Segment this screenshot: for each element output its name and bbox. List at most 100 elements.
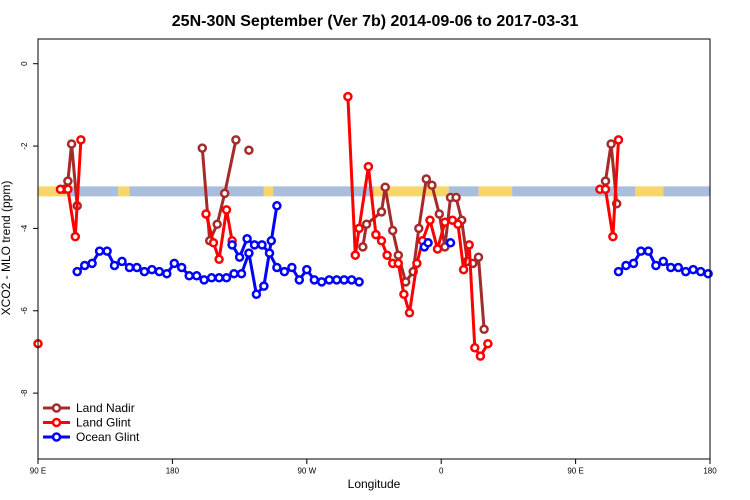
data-point <box>376 207 387 217</box>
data-point <box>414 223 424 234</box>
data-point <box>363 161 374 172</box>
data-point <box>621 260 631 271</box>
data-point <box>244 248 254 258</box>
data-point <box>354 223 364 234</box>
data-point <box>287 262 297 273</box>
data-point <box>324 275 334 285</box>
band-segment <box>374 186 449 197</box>
band-segment <box>118 186 130 197</box>
y-tick-label: 0 <box>20 61 29 66</box>
data-point <box>470 343 480 353</box>
data-point <box>266 236 277 246</box>
band-segment <box>129 186 264 197</box>
y-tick-label: -6 <box>20 307 29 315</box>
data-point <box>600 184 611 195</box>
data-point <box>434 209 445 219</box>
data-point <box>272 262 282 273</box>
data-point <box>76 135 86 145</box>
data-point <box>643 246 654 256</box>
y-axis-ticks: 0 -2 -4 -6 -8 <box>20 61 38 397</box>
data-point <box>79 260 90 271</box>
data-point <box>350 250 361 260</box>
data-point <box>475 351 486 361</box>
chart-title: 25N-30N September (Ver 7b) 2014-09-06 to… <box>172 13 579 30</box>
data-point <box>244 145 254 155</box>
data-point <box>199 275 209 285</box>
data-point <box>249 240 260 250</box>
data-point <box>264 248 275 258</box>
legend-marker <box>51 403 62 413</box>
band-segment <box>512 186 636 197</box>
data-point <box>339 275 349 285</box>
data-point <box>613 135 624 145</box>
legend-marker <box>51 417 62 428</box>
reference-band <box>38 186 710 197</box>
data-point <box>421 174 432 184</box>
data-point <box>651 260 661 271</box>
x-axis-ticks: 90 E 180 90 W 0 90 E 180 <box>30 459 717 476</box>
data-point <box>382 250 392 260</box>
band-segment <box>663 186 710 197</box>
data-point <box>279 266 290 277</box>
data-point <box>124 262 135 273</box>
data-point <box>354 277 364 287</box>
data-point <box>440 217 450 227</box>
data-point <box>154 266 165 277</box>
data-point <box>102 246 112 256</box>
data-point <box>608 231 618 242</box>
data-point <box>109 260 120 271</box>
band-segment <box>67 186 119 197</box>
data-point <box>221 273 232 283</box>
legend-label: Land Glint <box>76 416 131 430</box>
data-point <box>393 250 404 260</box>
data-point <box>229 268 239 279</box>
y-tick-label: -8 <box>20 389 29 397</box>
legend-label: Ocean Glint <box>76 430 140 444</box>
data-point <box>94 246 105 256</box>
data-point <box>236 268 247 279</box>
x-axis-label: Longitude <box>348 477 401 491</box>
data-point <box>371 229 381 240</box>
data-point <box>453 219 463 230</box>
data-point <box>393 258 404 269</box>
data-point <box>197 143 208 153</box>
data-point <box>464 240 474 250</box>
data-point <box>432 244 443 254</box>
plot-series <box>33 91 713 361</box>
series-ocean-glint <box>72 201 713 300</box>
data-point <box>169 258 180 269</box>
legend-marker <box>51 432 62 442</box>
data-point <box>445 238 456 248</box>
data-point <box>162 268 172 279</box>
data-point <box>201 209 211 219</box>
band-segment <box>38 186 68 197</box>
data-point <box>219 188 230 199</box>
data-point <box>479 324 489 335</box>
data-point <box>376 236 387 246</box>
data-point <box>380 182 390 192</box>
data-point <box>636 246 646 256</box>
data-point <box>63 184 73 195</box>
data-point <box>473 252 484 262</box>
y-tick-label: -2 <box>20 142 29 150</box>
series-line <box>62 142 79 206</box>
data-point <box>613 266 624 277</box>
data-point <box>147 264 157 275</box>
data-point <box>139 266 150 277</box>
data-point <box>451 192 461 203</box>
data-point <box>423 238 433 248</box>
data-point <box>234 252 245 262</box>
series-land-nadir <box>59 135 622 335</box>
data-point <box>63 176 73 186</box>
x-tick-label: 0 <box>439 467 444 476</box>
data-point <box>703 268 713 279</box>
data-point <box>294 275 305 285</box>
plot-frame <box>37 38 711 460</box>
x-tick-label: 90 E <box>30 467 46 476</box>
data-point <box>309 275 320 285</box>
band-segment <box>273 186 374 197</box>
data-point <box>242 233 252 244</box>
x-tick-label: 90 E <box>567 467 583 476</box>
data-point <box>184 271 194 281</box>
